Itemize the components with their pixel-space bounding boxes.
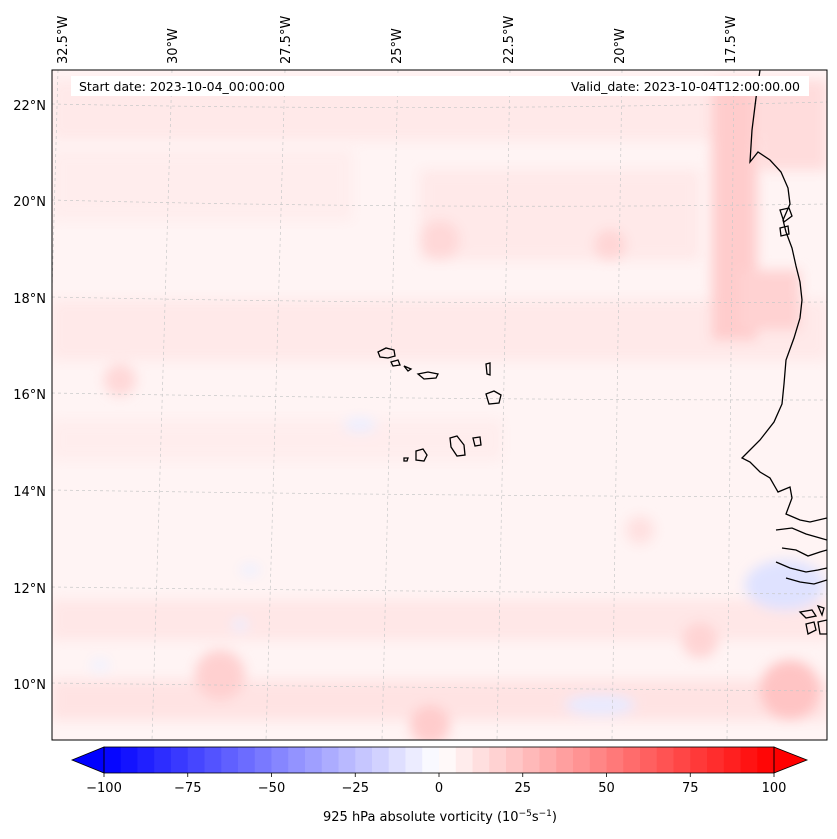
lat-label: 14°N <box>13 485 46 500</box>
colorbar-segment <box>623 747 641 773</box>
longitude-labels: 32.5°W 30°W 27.5°W 25°W 22.5°W 20°W 17.5… <box>56 16 739 64</box>
colorbar-segment <box>422 747 440 773</box>
lat-label: 18°N <box>13 292 46 307</box>
colorbar-segment <box>187 747 206 773</box>
colorbar-segment <box>254 747 273 773</box>
colorbar-segment <box>305 747 323 773</box>
colorbar-tick-label: −100 <box>86 781 122 796</box>
colorbar-segment <box>690 747 708 773</box>
colorbar-tick-label: 50 <box>598 781 615 796</box>
valid-date-label: Valid_date: 2023-10-04T12:00:00.00 <box>571 79 800 94</box>
colorbar-segment <box>288 747 306 773</box>
colorbar-segment <box>104 747 122 773</box>
lon-label: 25°W <box>390 28 405 64</box>
colorbar-tick-label: 75 <box>682 781 699 796</box>
colorbar-segment <box>154 747 172 773</box>
colorbar-tick-label: 25 <box>514 781 531 796</box>
start-date-label: Start date: 2023-10-04_00:00:00 <box>79 79 285 94</box>
colorbar-segment <box>238 747 256 773</box>
colorbar-tick-label: 100 <box>762 781 787 796</box>
colorbar-segment <box>221 747 239 773</box>
colorbar-segments <box>104 747 775 773</box>
header-box <box>71 76 809 96</box>
gridlines <box>52 70 827 740</box>
colorbar-segment <box>405 747 423 773</box>
colorbar-label-s: s <box>532 810 539 825</box>
colorbar-segment <box>472 747 490 773</box>
lon-label: 30°W <box>166 28 181 64</box>
colorbar-high-extend <box>773 746 809 774</box>
west-africa-coastline <box>740 70 827 635</box>
colorbar-segment <box>439 747 457 773</box>
lat-label: 20°N <box>13 195 46 210</box>
colorbar-segment <box>489 747 507 773</box>
lon-label: 27.5°W <box>279 16 294 64</box>
colorbar-segment <box>673 747 691 773</box>
colorbar-label-end: ) <box>552 810 557 825</box>
colorbar-tick-label: −50 <box>258 781 285 796</box>
colorbar-segment <box>656 747 675 773</box>
colorbar-segment <box>740 747 758 773</box>
colorbar-segment <box>171 747 189 773</box>
colorbar-segment <box>723 747 742 773</box>
colorbar-segment <box>321 747 340 773</box>
cape-verde-islands <box>377 347 502 462</box>
colorbar-segment <box>573 747 591 773</box>
colorbar-label-exp1: −5 <box>519 809 532 819</box>
colorbar-tick-label: −75 <box>174 781 201 796</box>
lat-label: 16°N <box>13 388 46 403</box>
colorbar-label: 925 hPa absolute vorticity (10−5s−1) <box>323 809 557 825</box>
colorbar-segment <box>506 747 524 773</box>
colorbar-low-extend <box>70 746 105 774</box>
lat-label: 12°N <box>13 582 46 597</box>
colorbar-segment <box>522 747 541 773</box>
colorbar-segment <box>455 747 474 773</box>
lat-label: 22°N <box>13 99 46 114</box>
colorbar-segment <box>372 747 390 773</box>
colorbar-segment <box>539 747 557 773</box>
lon-label: 20°W <box>613 28 628 64</box>
lat-label: 10°N <box>13 678 46 693</box>
colorbar-label-main: 925 hPa absolute vorticity (10 <box>323 810 519 825</box>
latitude-labels: 22°N 20°N 18°N 16°N 14°N 12°N 10°N <box>13 99 46 693</box>
colorbar-tick-label: 0 <box>435 781 443 796</box>
vorticity-field <box>52 70 827 740</box>
colorbar-segment <box>640 747 658 773</box>
colorbar-segment <box>589 747 608 773</box>
colorbar: −100 −75 −50 −25 0 25 50 75 100 925 hPa absolute… <box>70 746 809 825</box>
colorbar-tick-label: −25 <box>342 781 369 796</box>
colorbar-segment <box>606 747 624 773</box>
colorbar-segment <box>556 747 574 773</box>
map-frame <box>51 69 828 741</box>
colorbar-segment <box>388 747 407 773</box>
colorbar-segment <box>204 747 222 773</box>
colorbar-label-exp2: −1 <box>539 809 552 819</box>
colorbar-segment <box>355 747 373 773</box>
lon-label: 32.5°W <box>56 16 71 64</box>
lon-label: 22.5°W <box>502 16 517 64</box>
colorbar-segment <box>338 747 356 773</box>
colorbar-segment <box>757 747 775 773</box>
lon-label: 17.5°W <box>724 16 739 64</box>
colorbar-segment <box>707 747 725 773</box>
colorbar-segment <box>120 747 139 773</box>
colorbar-segment <box>137 747 155 773</box>
colorbar-ticks: −100 −75 −50 −25 0 25 50 75 100 <box>86 773 786 796</box>
colorbar-segment <box>271 747 289 773</box>
